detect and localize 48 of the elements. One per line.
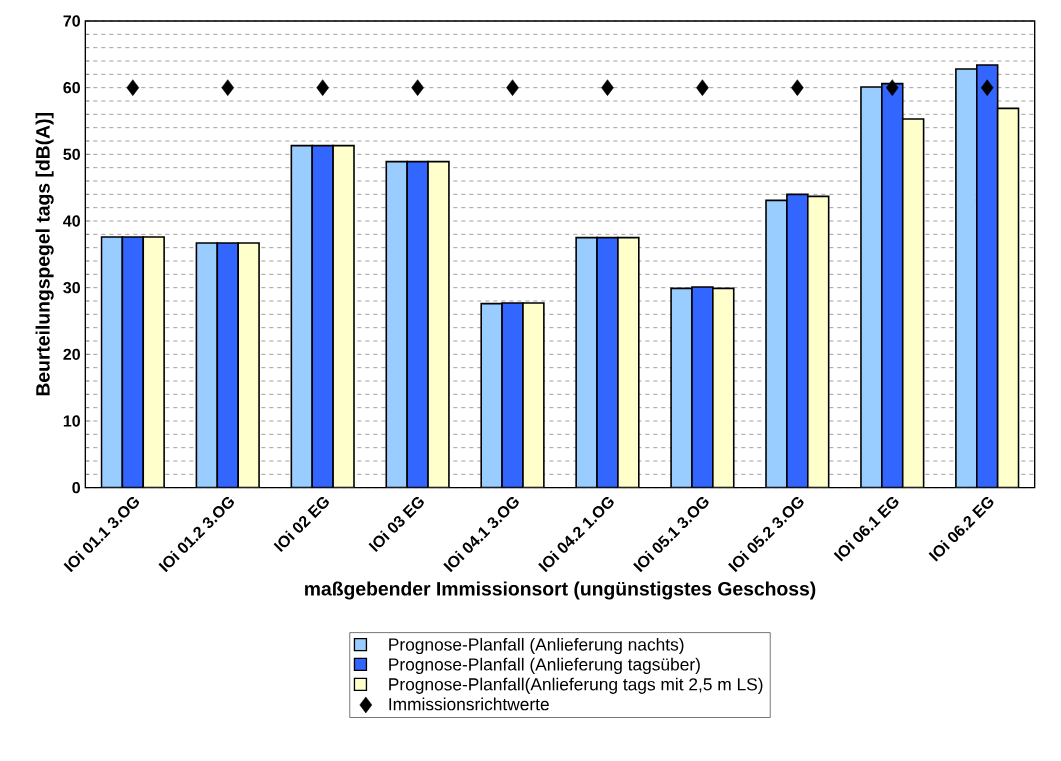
y-tick-label: 20 [63,348,80,360]
y-tick-label: 70 [63,15,80,27]
y-axis-title: Beurteilungspegel tags [dB(A)] [35,113,54,396]
legend-label: Prognose-Planfall (Anlieferung tagsüber) [389,657,700,674]
bar [217,243,239,488]
y-tick-label: 50 [63,148,80,160]
bar [428,161,449,488]
bar [522,303,544,488]
bar [597,237,618,488]
y-tick-label: 10 [63,415,80,427]
y-tick-label: 0 [72,482,80,494]
x-tick-label: IOi 03 EG [368,497,424,553]
bar [807,196,829,488]
y-tick-label: 30 [63,281,80,294]
bar [312,145,334,488]
bar [955,68,978,488]
bar [691,287,713,488]
x-tick-label: IOi 06.2 EG [928,497,994,562]
x-tick-label: IOi 06.1 EG [833,497,899,562]
y-tick-label: 40 [63,215,80,227]
bar [407,161,429,488]
bar [881,83,903,488]
bar [291,145,313,488]
bar [786,194,808,488]
x-axis-title: maßgebender Immissionsort (ungünstigstes Geschoss) [305,581,816,600]
bar [502,303,523,488]
legend-label: Prognose-Planfall(Anlieferung tags mit 2,5 m LS) [389,677,763,694]
bar [671,288,692,488]
legend-label: Immissionsrichtwerte [389,697,549,711]
bar [143,237,165,488]
bar [766,200,787,488]
bar [975,64,999,488]
bar [238,243,260,488]
bar [860,87,882,488]
bar [712,288,734,488]
bar [101,237,123,488]
bar [617,237,639,488]
bar [386,161,408,488]
bar [196,243,218,488]
bar [902,119,924,488]
y-tick-label: 60 [63,82,80,94]
legend-label: Prognose-Planfall (Anlieferung nachts) [389,637,684,655]
bar [481,303,503,488]
bar [333,145,354,488]
bar [996,107,1020,488]
bar [576,237,598,488]
bar [122,237,144,488]
x-tick-label: IOi 02 EG [273,497,329,553]
